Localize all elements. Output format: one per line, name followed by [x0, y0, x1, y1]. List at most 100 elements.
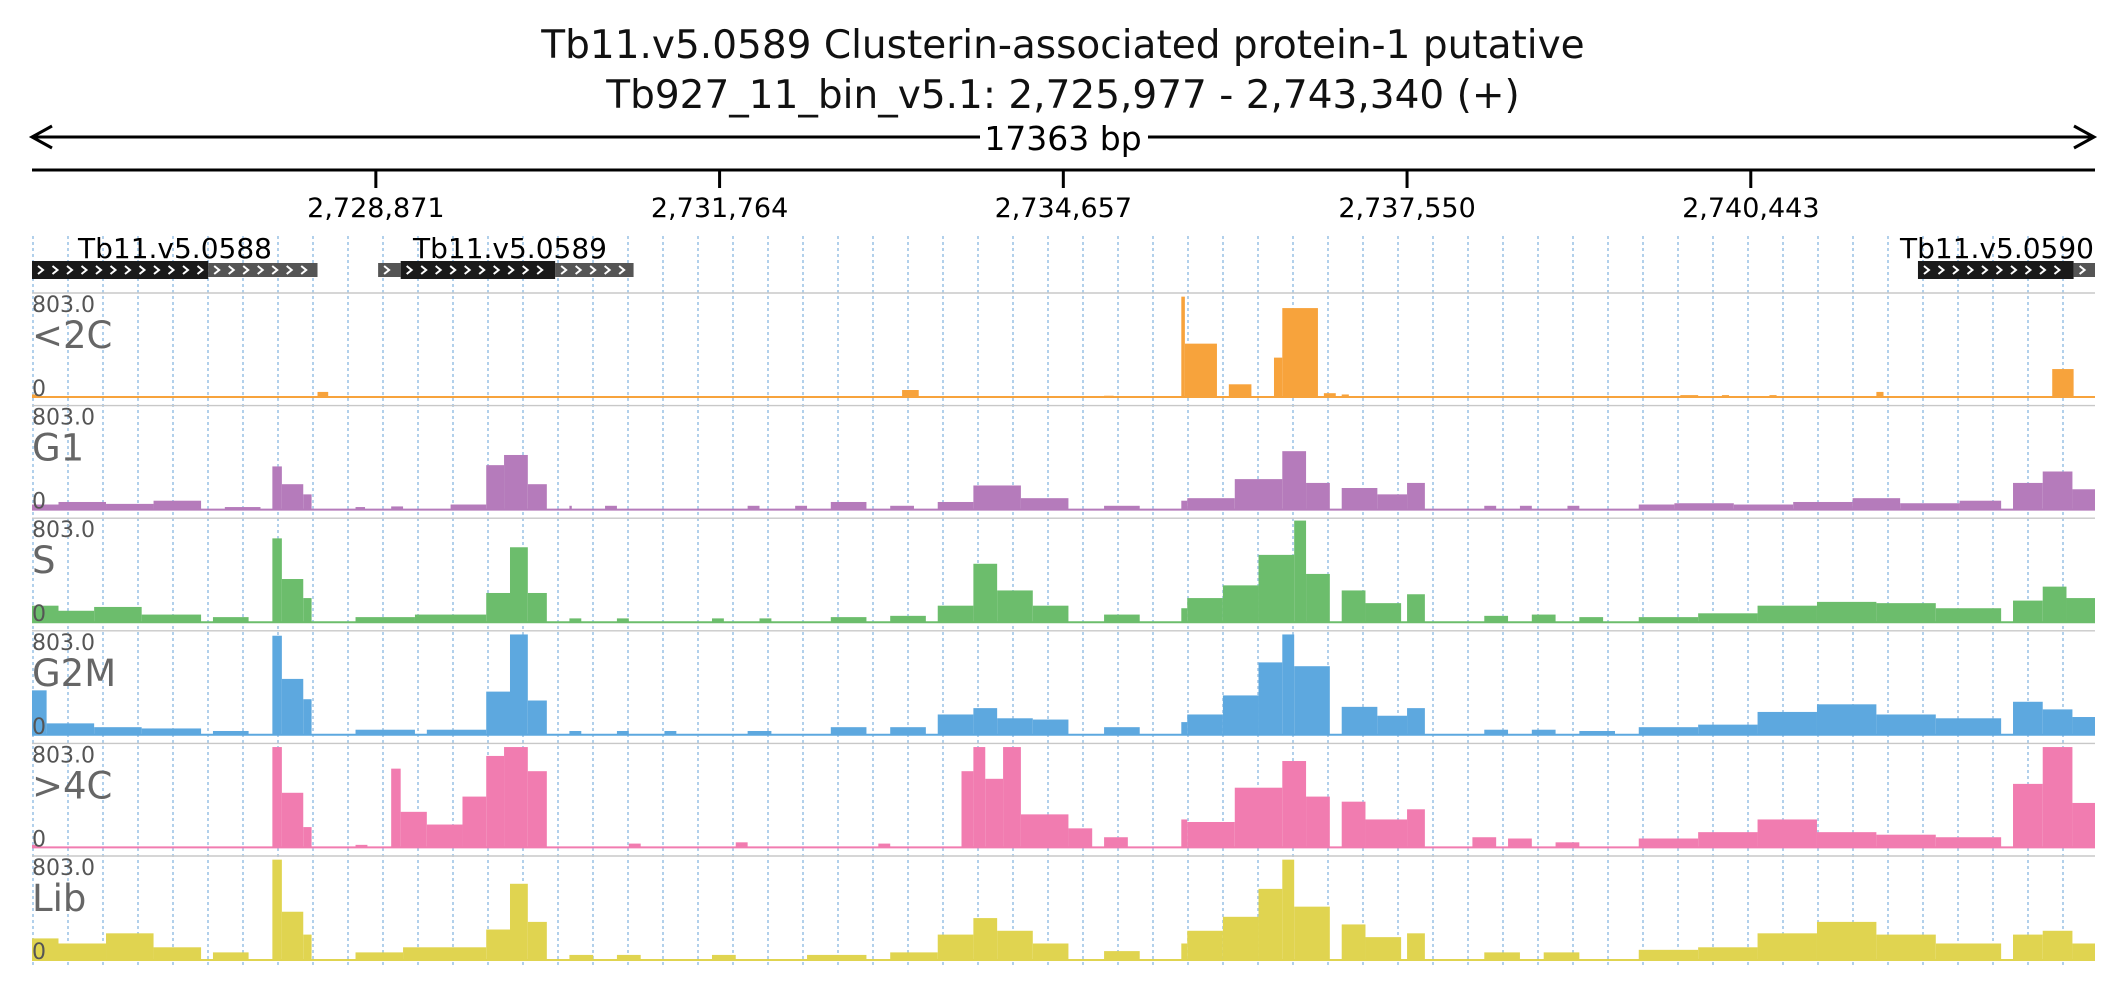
coverage-bar: [1187, 598, 1223, 623]
coverage-bar: [303, 934, 312, 960]
coverage-bar: [1228, 384, 1252, 397]
coverage-bar: [1698, 613, 1758, 623]
strand-arrow-icon: [167, 265, 176, 275]
coverage-bar: [1184, 343, 1217, 397]
coverage-bar: [937, 934, 974, 960]
coverage-bar: [997, 718, 1033, 735]
coverage-bar: [1407, 482, 1425, 510]
coverage-bar: [1181, 943, 1188, 960]
coverage-bar: [569, 505, 572, 510]
coverage-bar: [747, 505, 760, 510]
coverage-bar: [281, 678, 304, 735]
coverage-bar: [486, 592, 510, 623]
coverage-bar: [1222, 916, 1259, 960]
coverage-bar: [1282, 859, 1295, 960]
track-name: G1: [32, 427, 84, 470]
axis-tick-label: 2,734,657: [995, 193, 1132, 224]
coverage-bar: [1181, 296, 1185, 397]
coverage-bar: [355, 617, 415, 623]
axis-tick-label: 2,728,871: [307, 193, 444, 224]
coverage-bar: [1294, 520, 1307, 623]
coverage-bar: [1341, 706, 1378, 735]
coverage-bar: [1377, 494, 1408, 510]
coverage-bar: [1234, 479, 1283, 510]
gene-label: Tb11.v5.0588: [77, 232, 272, 265]
strand-arrow-icon: [182, 265, 190, 275]
coverage-bar: [450, 504, 487, 510]
strand-arrow-icon: [604, 265, 612, 275]
coverage-bar: [1900, 503, 1960, 510]
coverage-bar: [997, 930, 1033, 960]
strand-arrow-icon: [420, 265, 428, 275]
coverage-bar: [795, 505, 808, 510]
coverage-bar: [1935, 837, 2002, 848]
strand-arrow-icon: [2039, 265, 2047, 275]
coverage-bar: [272, 466, 282, 510]
track-min-label: 0: [32, 940, 46, 965]
strand-arrow-icon: [1966, 265, 1975, 275]
coverage-bar: [1508, 838, 1532, 848]
coverage-bar: [890, 952, 938, 960]
track-name: >4C: [32, 764, 112, 807]
coverage-bar: [1222, 695, 1259, 735]
coverage-bar: [2042, 586, 2067, 623]
coverage-bar: [1282, 634, 1295, 735]
coverage-bar: [937, 714, 974, 735]
coverage-bar: [616, 954, 641, 960]
track-0: [32, 292, 2095, 398]
gene-title: Tb11.v5.0589 Clusterin-associated protei…: [541, 23, 1585, 68]
coverage-bar: [1294, 666, 1330, 735]
coverage-bar: [1698, 724, 1758, 735]
coverage-bar: [1104, 614, 1140, 623]
coverage-bar: [2013, 701, 2043, 735]
gene-model[interactable]: [378, 261, 634, 279]
coverage-bar: [1020, 498, 1069, 510]
strand-arrow-icon: [449, 265, 457, 275]
coverage-bar: [569, 954, 594, 960]
coverage-bar: [504, 454, 528, 510]
strand-arrow-icon: [66, 265, 74, 275]
coverage-bar: [2042, 930, 2073, 960]
coverage-bar: [1680, 395, 1699, 397]
strand-arrow-icon: [560, 265, 568, 275]
coverage-bar: [32, 690, 47, 735]
gene-model[interactable]: [1917, 261, 2095, 279]
coverage-bar: [1365, 937, 1402, 960]
coverage-bar: [1816, 704, 1877, 735]
coverage-bar: [281, 911, 304, 960]
coverage-bar: [212, 730, 249, 735]
strand-arrow-icon: [1952, 265, 1960, 275]
coverage-bar: [281, 579, 304, 623]
coverage-bar: [1769, 395, 1777, 397]
coverage-bar: [902, 390, 919, 397]
coverage-bar: [403, 947, 487, 960]
coverage-bar: [973, 485, 1021, 510]
track-min-label: 0: [32, 377, 46, 402]
gene-model[interactable]: [32, 261, 318, 279]
strand-arrow-icon: [286, 265, 294, 275]
coverage-bar: [486, 465, 505, 510]
axis-tick-label: 2,737,550: [1338, 193, 1475, 224]
coverage-bar: [1181, 608, 1188, 623]
track-max-label: 803.0: [32, 856, 95, 881]
coverage-bar: [355, 729, 415, 735]
coverage-bar: [1484, 952, 1520, 960]
track-2: [32, 517, 2095, 624]
arrow-left-icon: [28, 124, 53, 150]
coverage-bar: [2072, 943, 2095, 960]
coverage-bar: [1306, 573, 1330, 623]
strand-arrow-icon: [228, 265, 236, 275]
coverage-bar: [1282, 761, 1307, 848]
strand-arrow-icon: [406, 265, 414, 275]
strand-arrow-icon: [109, 265, 118, 275]
coverage-bar: [212, 952, 249, 960]
coverage-bar: [1579, 730, 1615, 735]
strand-arrow-icon: [196, 265, 205, 275]
coverage-bar: [1876, 391, 1884, 397]
coverage-bar: [1816, 921, 1877, 960]
coverage-bar: [355, 507, 366, 510]
coverage-bar: [1306, 796, 1330, 848]
axis-tick-label: 2,740,443: [1682, 193, 1819, 224]
coverage-bar: [486, 755, 505, 848]
